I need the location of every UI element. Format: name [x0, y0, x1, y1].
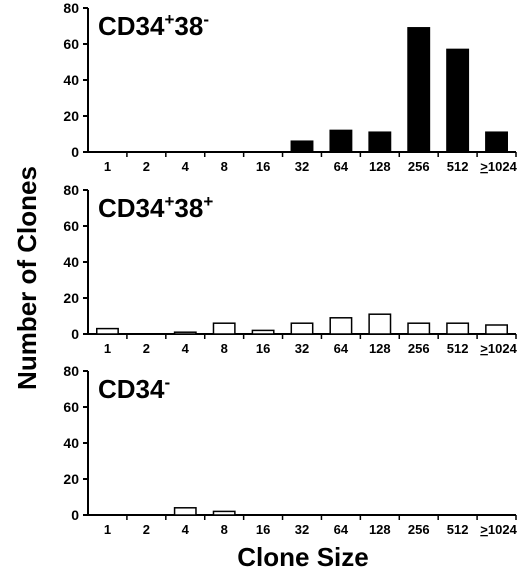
x-tick-label: 64: [334, 522, 349, 537]
x-tick-label: 128: [369, 159, 391, 174]
panel-title: CD34+38-: [98, 10, 209, 41]
y-tick-label: 40: [63, 72, 79, 88]
y-tick-label: 80: [63, 0, 79, 16]
x-tick-label: 16: [256, 159, 270, 174]
x-tick-label: 4: [182, 159, 190, 174]
x-tick-label: 8: [221, 522, 228, 537]
y-tick-label: 60: [63, 36, 79, 52]
x-tick-label: 128: [369, 522, 391, 537]
x-tick-label: 32: [295, 341, 309, 356]
bar-512: [446, 322, 470, 335]
x-tick-label: 256: [408, 341, 430, 356]
bar-128: [368, 131, 392, 153]
y-tick-label: 60: [63, 218, 79, 234]
bar-64: [329, 129, 353, 153]
y-axis-title: Number of Clones: [12, 166, 42, 390]
y-tick-label: 20: [63, 108, 79, 124]
x-tick-label: >1024: [480, 522, 517, 537]
x-tick-label: 64: [334, 159, 349, 174]
x-tick-label: 256: [408, 522, 430, 537]
bar-16: [251, 329, 275, 335]
x-tick-label: 2: [143, 159, 150, 174]
x-tick-label: 2: [143, 341, 150, 356]
panel-2: 0 20 40 60 80 1 2 4 8 16 32 64 128 256 512 >1024 CD34+38…: [63, 182, 517, 356]
x-tick-label: 1: [104, 159, 111, 174]
panel-title: CD34-: [98, 373, 170, 404]
bar-1: [96, 327, 119, 335]
bar-512: [446, 48, 470, 153]
x-tick-label: 64: [334, 341, 349, 356]
panel-1: 0 20 40 60 80 1 2 4 8 16 32 64 128 256 512 >1024 CD34+38…: [63, 0, 517, 174]
x-tick-label: 128: [369, 341, 391, 356]
bar-64: [329, 317, 353, 335]
bar-gte1024: [485, 131, 508, 153]
y-tick-label: 80: [63, 363, 79, 379]
x-tick-label: >1024: [480, 341, 517, 356]
x-tick-label: 1: [104, 522, 111, 537]
y-tick-label: 0: [71, 326, 79, 342]
x-axis-title: Clone Size: [237, 542, 368, 572]
bar-128: [368, 313, 392, 335]
x-tick-label: 512: [447, 341, 469, 356]
bar-8: [212, 322, 236, 335]
bar-4: [173, 507, 197, 516]
y-tick-label: 60: [63, 399, 79, 415]
x-tick-label: 32: [295, 159, 309, 174]
x-tick-label: 2: [143, 522, 150, 537]
panel-title: CD34+38+: [98, 192, 213, 223]
y-tick-label: 20: [63, 471, 79, 487]
bar-256: [407, 27, 431, 153]
y-tick-label: 40: [63, 254, 79, 270]
x-tick-label: 4: [182, 522, 190, 537]
bar-8: [212, 510, 236, 516]
y-tick-label: 0: [71, 144, 79, 160]
bar-gte1024: [485, 324, 508, 335]
y-tick-label: 20: [63, 290, 79, 306]
x-tick-label: 16: [256, 341, 270, 356]
y-tick-label: 40: [63, 435, 79, 451]
y-tick-label: 80: [63, 182, 79, 198]
panel-3: 0 20 40 60 80 1 2 4 8 16 32 64 128 256 512 >1024 CD34-: [63, 363, 517, 537]
x-tick-label: 512: [447, 159, 469, 174]
x-tick-label: 256: [408, 159, 430, 174]
x-tick-label: 32: [295, 522, 309, 537]
x-tick-label: >1024: [480, 159, 517, 174]
y-tick-label: 0: [71, 507, 79, 523]
bar-256: [407, 322, 431, 335]
x-tick-label: 8: [221, 159, 228, 174]
x-tick-label: 16: [256, 522, 270, 537]
x-tick-label: 512: [447, 522, 469, 537]
x-tick-label: 8: [221, 341, 228, 356]
bar-32: [290, 140, 314, 153]
x-tick-label: 4: [182, 341, 190, 356]
bar-4: [173, 331, 197, 335]
x-tick-label: 1: [104, 341, 111, 356]
bar-32: [290, 322, 314, 335]
